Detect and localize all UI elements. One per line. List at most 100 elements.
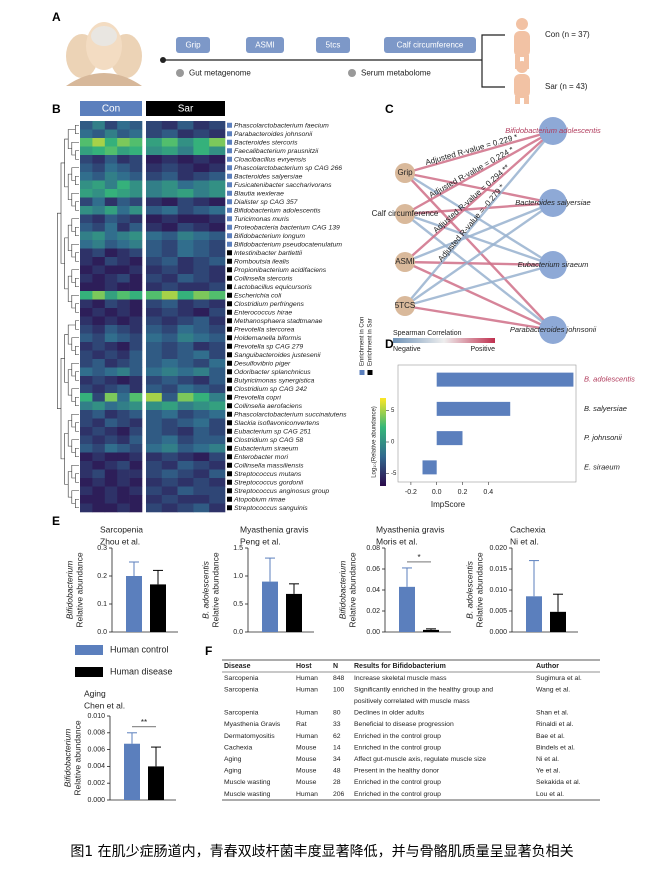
heatmap-cell (129, 274, 143, 283)
x-axis-label: ImpScore (431, 500, 466, 509)
heatmap-cell (117, 299, 130, 309)
table-cell: Enriched in the control group (354, 779, 441, 786)
heatmap-cell (193, 401, 210, 411)
enrichment-marker (227, 190, 232, 196)
table-cell: Ni et al. (536, 756, 559, 763)
heatmap-cell (80, 257, 93, 266)
heatmap-cell (92, 163, 106, 173)
enrichment-marker (227, 207, 232, 213)
heatmap-cell (117, 486, 130, 496)
heatmap-cell (161, 427, 178, 436)
heatmap-cell (209, 206, 226, 215)
bar (286, 593, 302, 632)
heatmap-cell (177, 384, 194, 394)
heatmap-cell (104, 316, 118, 326)
network-edge (404, 201, 554, 216)
heatmap-cell (209, 384, 226, 394)
heatmap-cell (193, 265, 210, 275)
colorbar-tick-label: 0 (391, 440, 395, 446)
colorbar-tick-label: -5 (391, 471, 397, 477)
heatmap-cell (209, 214, 226, 224)
table-cell: Beneficial to disease progression (354, 721, 454, 728)
chart-title: Cachexia (510, 524, 546, 534)
heatmap-cell (193, 231, 210, 241)
heatmap-cell (129, 316, 143, 326)
heatmap-cell (92, 486, 106, 496)
dendrogram (75, 498, 79, 509)
enrichment-legend-marker (367, 370, 373, 375)
heatmap-cell (193, 206, 210, 215)
enrichment-marker (227, 505, 232, 511)
heatmap-cell (193, 427, 210, 436)
measure-label: ASMI (255, 41, 275, 50)
sample-label: Gut metagenome (189, 69, 251, 78)
heatmap-cell (193, 121, 210, 130)
heatmap-cell (177, 189, 194, 198)
heatmap-cell (80, 486, 93, 496)
heatmap-cell (80, 291, 93, 300)
heatmap-cell (80, 427, 93, 436)
heatmap-cell (80, 359, 93, 368)
heatmap-cell (80, 197, 93, 207)
heatmap-cell (146, 274, 163, 283)
heatmap-cell (80, 172, 93, 181)
heatmap-cell (161, 316, 178, 326)
heatmap-cell (209, 240, 226, 249)
heatmap-cell (117, 214, 130, 224)
heatmap-cell (146, 367, 163, 377)
heatmap-cell (209, 257, 226, 266)
dendrogram (75, 320, 79, 330)
chart-title: Peng et al. (240, 536, 281, 546)
heatmap-cell (177, 163, 194, 173)
heatmap-cell (146, 333, 163, 343)
heatmap-cell (129, 240, 143, 249)
y-tick-label: 0.004 (87, 763, 105, 770)
heatmap-cell (117, 163, 130, 173)
dendrogram (75, 371, 79, 381)
bar (262, 581, 278, 632)
heatmap-cell (161, 189, 178, 198)
heatmap-cell (177, 359, 194, 368)
species-label: Slackia isoflavoniconvertens (234, 420, 320, 427)
species-label: Intestinibacter bartlettii (234, 250, 302, 257)
heatmap-cell (80, 189, 93, 198)
heatmap-cell (146, 486, 163, 496)
heatmap-cell (117, 282, 130, 292)
heatmap-cell (193, 384, 210, 394)
heatmap-cell (92, 401, 106, 411)
heatmap-cell (104, 265, 118, 275)
heatmap-cell (209, 418, 226, 428)
heatmap-cell (129, 223, 143, 232)
heatmap-cell (129, 308, 143, 317)
heatmap-cell (161, 503, 178, 513)
heatmap-cell (209, 393, 226, 402)
species-label: Bifidobacterium adolescentis (234, 207, 321, 214)
heatmap-cell (161, 333, 178, 343)
heatmap-cell (129, 350, 143, 360)
bar (550, 611, 566, 632)
heatmap-cell (193, 350, 210, 360)
species-label: Desulfovibrio piger (234, 360, 291, 367)
heatmap-cell (92, 452, 106, 462)
heatmap-cell (161, 384, 178, 394)
heatmap-cell (92, 172, 106, 181)
heatmap-cell (177, 180, 194, 190)
heatmap-cell (80, 282, 93, 292)
heatmap-cell (177, 248, 194, 258)
heatmap-cell (177, 435, 194, 445)
heatmap-cell (129, 214, 143, 224)
heatmap-cell (104, 274, 118, 283)
network-edge (404, 212, 554, 267)
heatmap-cell (177, 265, 194, 275)
heatmap-cell (80, 274, 93, 283)
table-header: Host (296, 663, 312, 670)
x-tick-label: -0.2 (405, 489, 417, 496)
table-cell: Rinaldi et al. (536, 721, 574, 728)
table-cell: 48 (333, 768, 341, 775)
heatmap-cell (92, 393, 106, 402)
heatmap-cell (161, 444, 178, 453)
species-label: Eubacterium sp CAG 251 (234, 428, 311, 435)
heatmap-cell (161, 180, 178, 190)
heatmap-cell (80, 367, 93, 377)
panel-label: B (52, 102, 61, 116)
